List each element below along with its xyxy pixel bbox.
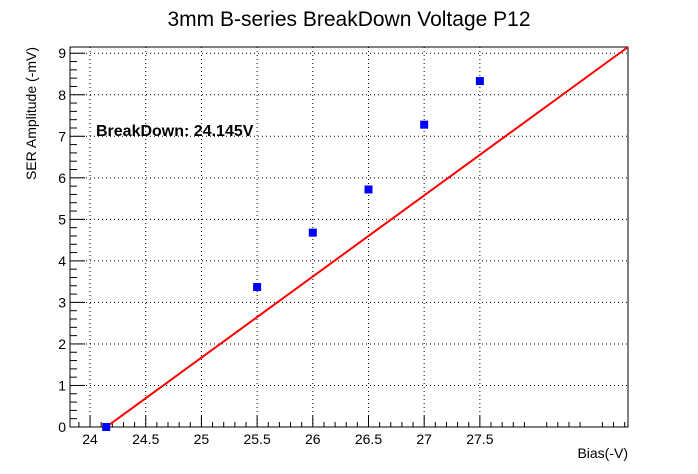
x-axis: 24 24.5 25 25.5 26 26.5 27 27.5: [78, 416, 626, 447]
plot-area: [69, 46, 629, 428]
x-tick-label: 26.5: [355, 431, 382, 447]
y-tick-label: 1: [58, 377, 66, 393]
y-axis: 0 1 2 3 4 5 6 7 8 9: [58, 45, 85, 435]
y-axis-label: SER Amplitude (-mV): [23, 47, 39, 180]
x-tick-label: 24: [82, 431, 98, 447]
breakdown-annotation: BreakDown: 24.145V: [96, 123, 254, 140]
fit-line: [105, 46, 629, 428]
y-tick-label: 3: [58, 294, 66, 310]
y-tick-label: 0: [58, 419, 66, 435]
x-tick-label: 25: [194, 431, 210, 447]
chart-title: 3mm B-series BreakDown Voltage P12: [168, 8, 531, 31]
data-point: [308, 228, 317, 237]
y-tick-label: 5: [58, 211, 66, 227]
y-tick-label: 2: [58, 336, 66, 352]
y-tick-label: 6: [58, 170, 66, 186]
y-tick-label: 9: [58, 45, 66, 61]
grid: [70, 47, 628, 427]
data-point: [475, 77, 484, 86]
x-tick-label: 27.5: [466, 431, 493, 447]
data-point: [364, 185, 373, 194]
data-point: [253, 283, 262, 292]
x-tick-label: 25.5: [243, 431, 270, 447]
data-point: [420, 120, 429, 129]
x-tick-label: 26: [305, 431, 321, 447]
x-tick-label: 27: [416, 431, 432, 447]
y-tick-label: 4: [58, 253, 66, 269]
x-axis-label: Bias(-V): [577, 445, 628, 461]
y-tick-label: 7: [58, 128, 66, 144]
data-point: [102, 423, 111, 431]
fit-line-group: [105, 46, 629, 428]
x-tick-label: 24.5: [132, 431, 159, 447]
y-tick-label: 8: [58, 87, 66, 103]
data-points: [102, 77, 484, 431]
